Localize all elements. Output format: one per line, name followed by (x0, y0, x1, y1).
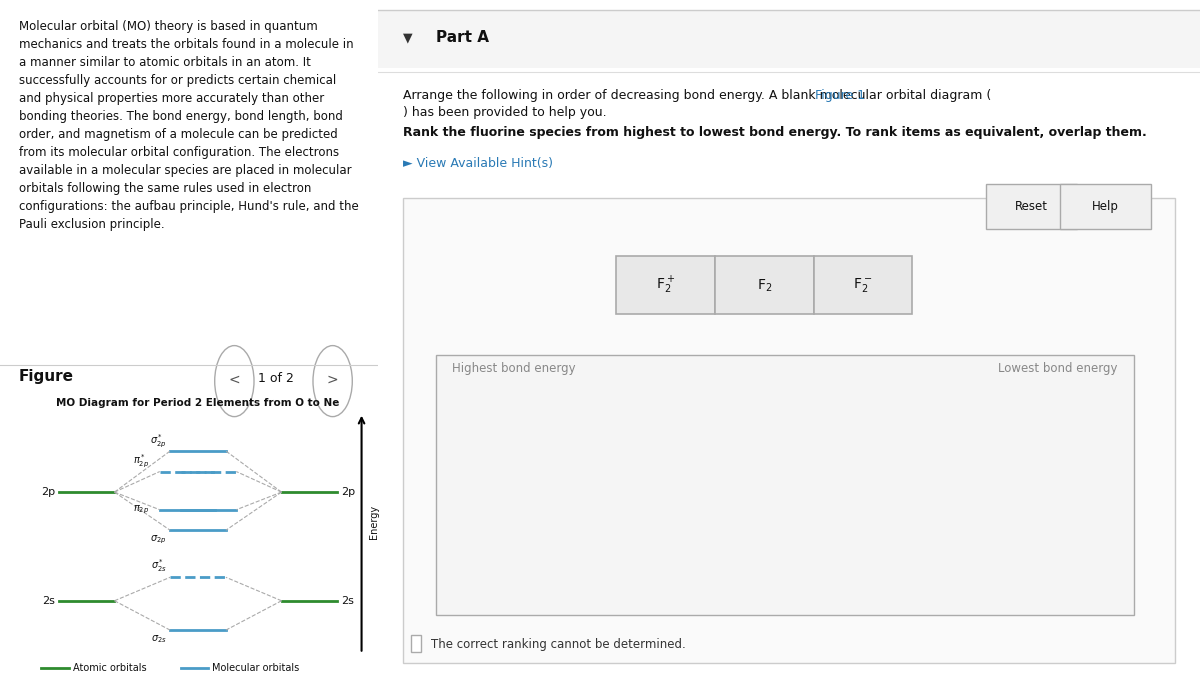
FancyBboxPatch shape (410, 635, 421, 652)
Text: 2p: 2p (341, 487, 355, 497)
Text: ► View Available Hint(s): ► View Available Hint(s) (403, 157, 553, 170)
Text: Reset: Reset (1015, 200, 1048, 214)
Text: MO Diagram for Period 2 Elements from O to Ne: MO Diagram for Period 2 Elements from O … (56, 398, 340, 408)
Text: $\sigma^*_{2s}$: $\sigma^*_{2s}$ (151, 557, 167, 574)
Text: Part A: Part A (436, 30, 488, 45)
Text: Atomic orbitals: Atomic orbitals (73, 663, 146, 673)
Text: Energy: Energy (368, 505, 378, 538)
Text: Arrange the following in order of decreasing bond energy. A blank molecular orbi: Arrange the following in order of decrea… (403, 89, 991, 102)
Text: 2s: 2s (42, 596, 55, 606)
Text: 1 of 2: 1 of 2 (258, 372, 294, 385)
Text: $\sigma_{2s}$: $\sigma_{2s}$ (151, 633, 167, 645)
FancyBboxPatch shape (1061, 184, 1151, 229)
Text: The correct ranking cannot be determined.: The correct ranking cannot be determined… (432, 637, 686, 651)
Text: Lowest bond energy: Lowest bond energy (998, 362, 1118, 375)
Text: 2s: 2s (341, 596, 354, 606)
Text: 2p: 2p (41, 487, 55, 497)
FancyBboxPatch shape (814, 256, 912, 314)
FancyBboxPatch shape (403, 198, 1175, 663)
Text: $\mathregular{F_2^+}$: $\mathregular{F_2^+}$ (656, 275, 676, 296)
Text: $\mathregular{F_2}$: $\mathregular{F_2}$ (757, 277, 772, 294)
Text: Highest bond energy: Highest bond energy (452, 362, 576, 375)
Text: $\sigma_{2p}$: $\sigma_{2p}$ (150, 533, 167, 546)
FancyBboxPatch shape (378, 10, 1200, 68)
Text: $\sigma^*_{2p}$: $\sigma^*_{2p}$ (150, 432, 167, 449)
FancyBboxPatch shape (715, 256, 814, 314)
Text: ) has been provided to help you.: ) has been provided to help you. (403, 106, 606, 119)
Text: $\pi^*_{2p}$: $\pi^*_{2p}$ (133, 453, 149, 470)
Text: $\mathregular{F_2^-}$: $\mathregular{F_2^-}$ (853, 277, 872, 294)
Text: Molecular orbital (MO) theory is based in quantum
mechanics and treats the orbit: Molecular orbital (MO) theory is based i… (19, 20, 359, 232)
FancyBboxPatch shape (986, 184, 1076, 229)
FancyBboxPatch shape (617, 256, 715, 314)
Text: Help: Help (1092, 200, 1118, 214)
Text: >: > (326, 372, 338, 386)
FancyBboxPatch shape (436, 355, 1134, 615)
Text: Figure: Figure (19, 369, 74, 384)
Text: Figure 1: Figure 1 (816, 89, 865, 102)
Text: Rank the fluorine species from highest to lowest bond energy. To rank items as e: Rank the fluorine species from highest t… (403, 126, 1146, 139)
Text: $\pi_{2p}$: $\pi_{2p}$ (133, 503, 149, 516)
Text: ▼: ▼ (403, 31, 413, 44)
Text: <: < (228, 372, 240, 386)
Text: Molecular orbitals: Molecular orbitals (212, 663, 299, 673)
